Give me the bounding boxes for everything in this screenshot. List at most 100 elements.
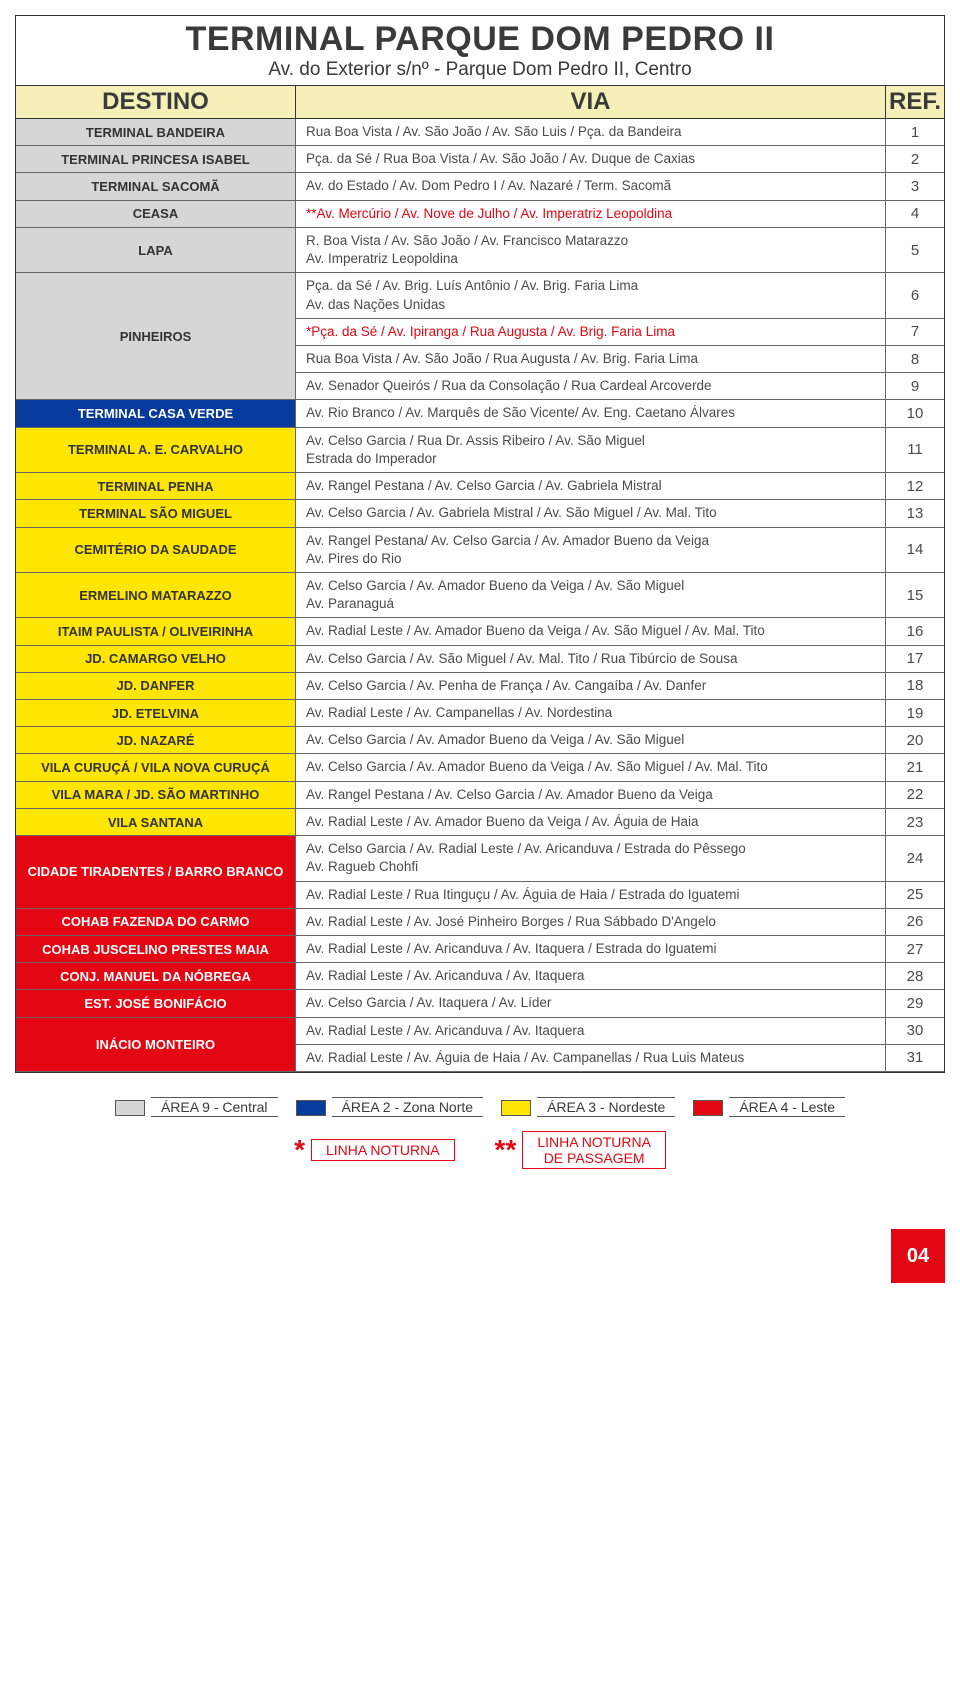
route-group: TERMINAL BANDEIRARua Boa Vista / Av. São… xyxy=(16,119,944,146)
route-group: EST. JOSÉ BONIFÁCIOAv. Celso Garcia / Av… xyxy=(16,990,944,1017)
route-group: TERMINAL PENHAAv. Rangel Pestana / Av. C… xyxy=(16,473,944,500)
ref-cell: 14 xyxy=(886,528,944,573)
via-row: Av. Celso Garcia / Av. Gabriela Mistral … xyxy=(296,500,944,527)
destino-cell: CONJ. MANUEL DA NÓBREGA xyxy=(16,963,296,990)
ref-cell: 6 xyxy=(886,273,944,318)
destino-cell: VILA CURUÇÁ / VILA NOVA CURUÇÁ xyxy=(16,754,296,781)
via-cell: Av. Celso Garcia / Av. Amador Bueno da V… xyxy=(296,754,886,781)
route-group: JD. ETELVINAAv. Radial Leste / Av. Campa… xyxy=(16,700,944,727)
via-cell: **Av. Mercúrio / Av. Nove de Julho / Av.… xyxy=(296,201,886,228)
ref-cell: 22 xyxy=(886,782,944,809)
via-row: Av. Rangel Pestana / Av. Celso Garcia / … xyxy=(296,473,944,500)
via-row: Av. Celso Garcia / Av. Radial Leste / Av… xyxy=(296,836,944,881)
via-row: Rua Boa Vista / Av. São João / Rua Augus… xyxy=(296,346,944,373)
ref-cell: 4 xyxy=(886,201,944,228)
destino-cell: INÁCIO MONTEIRO xyxy=(16,1018,296,1072)
destino-cell: JD. ETELVINA xyxy=(16,700,296,727)
via-cell: Av. Radial Leste / Av. José Pinheiro Bor… xyxy=(296,909,886,936)
destino-cell: TERMINAL PENHA xyxy=(16,473,296,500)
via-cell: Av. Rangel Pestana / Av. Celso Garcia / … xyxy=(296,782,886,809)
route-group: COHAB FAZENDA DO CARMOAv. Radial Leste /… xyxy=(16,909,944,936)
destino-cell: JD. DANFER xyxy=(16,673,296,700)
route-group: TERMINAL SACOMÃAv. do Estado / Av. Dom P… xyxy=(16,173,944,200)
via-row: Pça. da Sé / Av. Brig. Luís Antônio / Av… xyxy=(296,273,944,318)
ref-cell: 3 xyxy=(886,173,944,200)
via-cell: Av. Radial Leste / Av. Amador Bueno da V… xyxy=(296,809,886,836)
destino-cell: EST. JOSÉ BONIFÁCIO xyxy=(16,990,296,1017)
via-row: Av. Radial Leste / Av. Águia de Haia / A… xyxy=(296,1045,944,1072)
ref-cell: 28 xyxy=(886,963,944,990)
via-cell: Pça. da Sé / Av. Brig. Luís Antônio / Av… xyxy=(296,273,886,318)
destino-cell: TERMINAL PRINCESA ISABEL xyxy=(16,146,296,173)
destino-cell: LAPA xyxy=(16,228,296,273)
route-group: PINHEIROSPça. da Sé / Av. Brig. Luís Ant… xyxy=(16,273,944,400)
route-group: CIDADE TIRADENTES / BARRO BRANCOAv. Cels… xyxy=(16,836,944,909)
destino-cell: TERMINAL SÃO MIGUEL xyxy=(16,500,296,527)
via-row: Rua Boa Vista / Av. São João / Av. São L… xyxy=(296,119,944,146)
route-group: TERMINAL A. E. CARVALHOAv. Celso Garcia … xyxy=(16,428,944,473)
swatch-red xyxy=(693,1100,723,1116)
via-row: Av. Radial Leste / Av. Amador Bueno da V… xyxy=(296,809,944,836)
ref-cell: 19 xyxy=(886,700,944,727)
via-cell: Av. Radial Leste / Av. Águia de Haia / A… xyxy=(296,1045,886,1072)
via-row: Av. do Estado / Av. Dom Pedro I / Av. Na… xyxy=(296,173,944,200)
destino-cell: CEMITÉRIO DA SAUDADE xyxy=(16,528,296,573)
legend-area-label: ÁREA 4 - Leste xyxy=(729,1097,845,1117)
header-row: DESTINO VIA REF. xyxy=(16,85,944,119)
via-row: Av. Rangel Pestana / Av. Celso Garcia / … xyxy=(296,782,944,809)
via-cell: Av. Celso Garcia / Av. Gabriela Mistral … xyxy=(296,500,886,527)
route-group: JD. DANFERAv. Celso Garcia / Av. Penha d… xyxy=(16,673,944,700)
header-destino: DESTINO xyxy=(16,86,296,118)
destino-cell: ERMELINO MATARAZZO xyxy=(16,573,296,618)
via-row: Av. Celso Garcia / Av. Amador Bueno da V… xyxy=(296,754,944,781)
ref-cell: 15 xyxy=(886,573,944,618)
route-group: CEMITÉRIO DA SAUDADEAv. Rangel Pestana/ … xyxy=(16,528,944,573)
via-row: Av. Celso Garcia / Av. Amador Bueno da V… xyxy=(296,573,944,618)
legend-area-label: ÁREA 3 - Nordeste xyxy=(537,1097,675,1117)
via-row: Av. Celso Garcia / Av. Penha de França /… xyxy=(296,673,944,700)
swatch-blue xyxy=(296,1100,326,1116)
via-cell: *Pça. da Sé / Av. Ipiranga / Rua Augusta… xyxy=(296,319,886,346)
destino-cell: VILA SANTANA xyxy=(16,809,296,836)
terminal-subtitle: Av. do Exterior s/nº - Parque Dom Pedro … xyxy=(16,59,944,85)
legend-notes: *LINHA NOTURNA**LINHA NOTURNADE PASSAGEM xyxy=(15,1131,945,1169)
ref-cell: 2 xyxy=(886,146,944,173)
ref-cell: 16 xyxy=(886,618,944,645)
destino-cell: TERMINAL A. E. CARVALHO xyxy=(16,428,296,473)
ref-cell: 5 xyxy=(886,228,944,273)
route-group: ITAIM PAULISTA / OLIVEIRINHAAv. Radial L… xyxy=(16,618,944,645)
legend-note-label: LINHA NOTURNADE PASSAGEM xyxy=(522,1131,666,1169)
terminal-title: TERMINAL PARQUE DOM PEDRO II xyxy=(16,16,944,59)
header-ref: REF. xyxy=(886,86,944,118)
destino-cell: COHAB JUSCELINO PRESTES MAIA xyxy=(16,936,296,963)
via-cell: Av. Radial Leste / Av. Aricanduva / Av. … xyxy=(296,1018,886,1045)
route-group: TERMINAL PRINCESA ISABELPça. da Sé / Rua… xyxy=(16,146,944,173)
route-group: VILA SANTANAAv. Radial Leste / Av. Amado… xyxy=(16,809,944,836)
via-row: Av. Rio Branco / Av. Marquês de São Vice… xyxy=(296,400,944,427)
legend-area-item: ÁREA 2 - Zona Norte xyxy=(296,1097,484,1117)
ref-cell: 12 xyxy=(886,473,944,500)
via-cell: Av. Radial Leste / Av. Amador Bueno da V… xyxy=(296,618,886,645)
legend-note-label: LINHA NOTURNA xyxy=(311,1139,455,1161)
via-cell: Av. Celso Garcia / Av. Amador Bueno da V… xyxy=(296,727,886,754)
route-group: JD. NAZARÉAv. Celso Garcia / Av. Amador … xyxy=(16,727,944,754)
destino-cell: JD. NAZARÉ xyxy=(16,727,296,754)
route-group: JD. CAMARGO VELHOAv. Celso Garcia / Av. … xyxy=(16,646,944,673)
header-via: VIA xyxy=(296,86,886,118)
page-number-badge: 04 xyxy=(891,1229,945,1283)
ref-cell: 21 xyxy=(886,754,944,781)
destino-cell: TERMINAL CASA VERDE xyxy=(16,400,296,427)
legend-areas: ÁREA 9 - CentralÁREA 2 - Zona NorteÁREA … xyxy=(15,1097,945,1117)
ref-cell: 30 xyxy=(886,1018,944,1045)
via-row: Av. Radial Leste / Av. Aricanduva / Av. … xyxy=(296,1018,944,1045)
route-group: CONJ. MANUEL DA NÓBREGAAv. Radial Leste … xyxy=(16,963,944,990)
via-cell: Av. Rangel Pestana/ Av. Celso Garcia / A… xyxy=(296,528,886,573)
destino-cell: VILA MARA / JD. SÃO MARTINHO xyxy=(16,782,296,809)
ref-cell: 13 xyxy=(886,500,944,527)
via-row: Av. Celso Garcia / Rua Dr. Assis Ribeiro… xyxy=(296,428,944,473)
route-group: ERMELINO MATARAZZOAv. Celso Garcia / Av.… xyxy=(16,573,944,618)
asterisk-mark: * xyxy=(294,1134,305,1166)
destino-cell: PINHEIROS xyxy=(16,273,296,400)
destino-cell: CIDADE TIRADENTES / BARRO BRANCO xyxy=(16,836,296,909)
swatch-gray xyxy=(115,1100,145,1116)
